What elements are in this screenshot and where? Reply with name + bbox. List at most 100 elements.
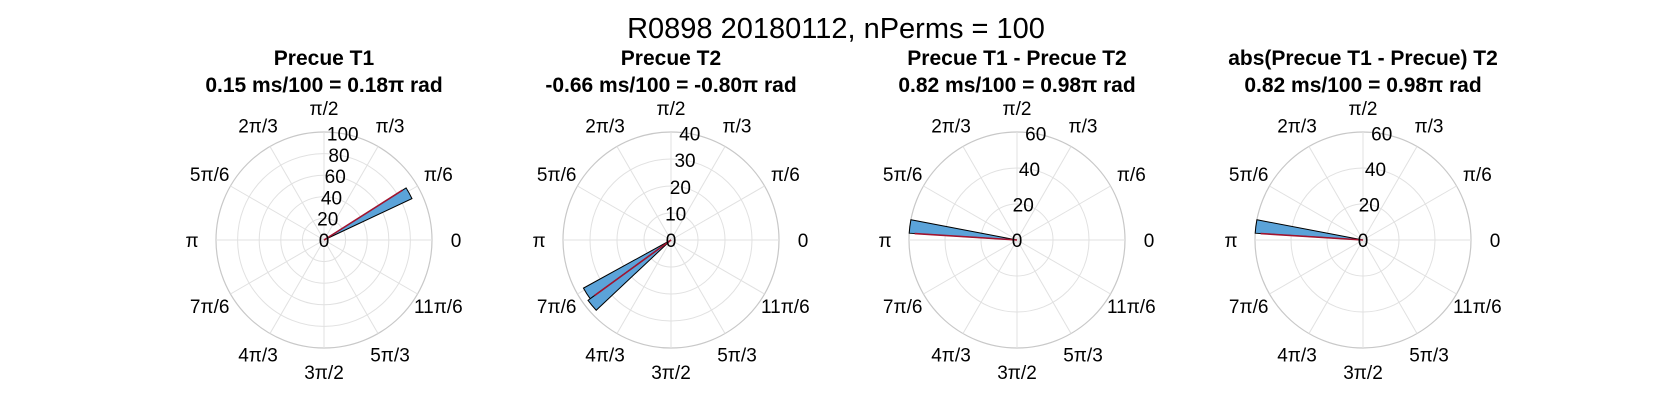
radial-tick-label: 20: [1013, 196, 1034, 217]
angle-tick-label: 5π/6: [883, 165, 923, 186]
polar-grid-spoke: [323, 146, 379, 241]
resultant-vector: [323, 189, 403, 241]
polar-grid-spoke: [923, 185, 1018, 241]
angle-tick-label: π/6: [771, 165, 800, 186]
angle-tick-label: π: [532, 231, 545, 252]
radial-tick-label: 20: [1359, 196, 1380, 217]
radial-tick-label: 100: [327, 125, 359, 146]
polar-grid-spoke: [323, 239, 418, 295]
angle-tick-label: π: [185, 231, 198, 252]
radial-tick-label: 80: [328, 146, 349, 167]
angle-tick-label: 5π/3: [370, 345, 410, 366]
polar-panel-1: Precue T1 0.15 ms/100 = 0.18π rad 02040608…: [185, 47, 462, 384]
radial-tick-label: 20: [670, 178, 691, 199]
angle-tick-label: 0: [1490, 231, 1501, 252]
angle-tick-label: 2π/3: [931, 117, 971, 138]
radial-tick-label: 30: [674, 151, 695, 172]
angle-tick-label: π: [878, 231, 891, 252]
polar-grid-spoke: [1016, 185, 1111, 241]
angle-tick-label: 7π/6: [537, 297, 577, 318]
radial-tick-label: 60: [325, 167, 346, 188]
angle-tick-label: 7π/6: [190, 297, 230, 318]
angle-tick-label: 4π/3: [1277, 345, 1317, 366]
angle-tick-label: π/3: [376, 117, 405, 138]
angle-tick-label: 3π/2: [651, 363, 691, 384]
polar-grid-spoke: [1362, 185, 1457, 241]
radial-tick-label: 20: [317, 210, 338, 231]
polar-panel-3: Precue T1 - Precue T2 0.82 ms/100 = 0.98π…: [878, 47, 1155, 384]
radial-tick-label: 40: [321, 188, 342, 209]
polar-grid-spoke: [616, 146, 672, 241]
radial-tick-label: 0: [666, 231, 677, 252]
angle-tick-label: 3π/2: [997, 363, 1037, 384]
angle-tick-label: 4π/3: [238, 345, 278, 366]
polar-grid-spoke: [1016, 239, 1111, 295]
radial-tick-label: 0: [1358, 231, 1369, 252]
polar-grid-spoke: [670, 185, 765, 241]
angle-tick-label: π/3: [1069, 117, 1098, 138]
polar-grid-spoke: [323, 239, 379, 334]
angle-tick-label: 11π/6: [1107, 297, 1156, 318]
resultant-vector: [1260, 232, 1364, 241]
polar-grid-spoke: [1362, 146, 1418, 241]
angle-tick-label: 11π/6: [1453, 297, 1502, 318]
polar-grid-spoke: [1362, 239, 1418, 334]
polar-grid-spoke: [1308, 239, 1364, 334]
angle-tick-label: 5π/6: [537, 165, 577, 186]
angle-tick-label: 7π/6: [1229, 297, 1269, 318]
angle-tick-label: 7π/6: [883, 297, 923, 318]
polar-grid-spoke: [577, 185, 672, 241]
angle-tick-label: π/2: [1349, 99, 1378, 120]
polar-grid-spoke: [269, 239, 325, 334]
polar-grid-spoke: [269, 146, 325, 241]
angle-tick-label: 0: [798, 231, 809, 252]
angle-tick-label: 2π/3: [1277, 117, 1317, 138]
polar-grid-spoke: [1308, 146, 1364, 241]
angle-tick-label: π/3: [723, 117, 752, 138]
panel-title: Precue T2: [621, 47, 721, 70]
angle-tick-label: 5π/3: [1409, 345, 1449, 366]
angle-tick-label: 11π/6: [761, 297, 810, 318]
polar-grid-spoke: [1016, 239, 1072, 334]
panel-subtitle: 0.82 ms/100 = 0.98π rad: [1244, 74, 1481, 97]
angle-tick-label: 2π/3: [238, 117, 278, 138]
angle-tick-label: 11π/6: [414, 297, 463, 318]
radial-tick-label: 60: [1371, 125, 1392, 146]
radial-tick-label: 40: [1019, 160, 1040, 181]
angle-tick-label: 5π/3: [1063, 345, 1103, 366]
polar-panels: Precue T10.15 ms/100 = 0.18π rad02040608…: [185, 47, 1501, 384]
panel-title: Precue T1 - Precue T2: [907, 47, 1126, 70]
histogram-bar: [1254, 219, 1364, 241]
polar-grid-spoke: [230, 185, 325, 241]
panel-title: Precue T1: [274, 47, 375, 70]
polar-grid-spoke: [670, 146, 726, 241]
resultant-vector: [914, 232, 1018, 241]
panel-subtitle: 0.15 ms/100 = 0.18π rad: [205, 74, 442, 97]
polar-grid-spoke: [1362, 239, 1457, 295]
polar-grid-spoke: [923, 239, 1018, 295]
radial-tick-label: 60: [1025, 125, 1046, 146]
angle-tick-label: 0: [1144, 231, 1155, 252]
polar-panel-2: Precue T2 -0.66 ms/100 = -0.80π rad 0 10 20 3…: [532, 47, 809, 384]
polar-grid-spoke: [616, 239, 672, 334]
polar-grid-spoke: [670, 239, 726, 334]
angle-tick-label: π/6: [424, 165, 453, 186]
radial-tick-label: 0: [319, 231, 330, 252]
polar-grid-spoke: [230, 239, 325, 295]
panel-subtitle: 0.82 ms/100 = 0.98π rad: [898, 74, 1135, 97]
panel-title: abs(Precue T1 - Precue) T2: [1228, 47, 1498, 70]
angle-tick-label: 5π/6: [190, 165, 230, 186]
panel-subtitle: -0.66 ms/100 = -0.80π rad: [545, 74, 796, 97]
radial-tick-label: 40: [679, 125, 700, 146]
angle-tick-label: π/2: [1003, 99, 1032, 120]
angle-tick-label: 3π/2: [1343, 363, 1383, 384]
angle-tick-label: π: [1224, 231, 1237, 252]
angle-tick-label: π/2: [310, 99, 339, 120]
angle-tick-label: π/6: [1463, 165, 1492, 186]
resultant-vector: [594, 239, 672, 297]
angle-tick-label: π/6: [1117, 165, 1146, 186]
histogram-bar: [908, 219, 1018, 241]
histogram-bar: [587, 239, 672, 311]
angle-tick-label: π/2: [657, 99, 686, 120]
